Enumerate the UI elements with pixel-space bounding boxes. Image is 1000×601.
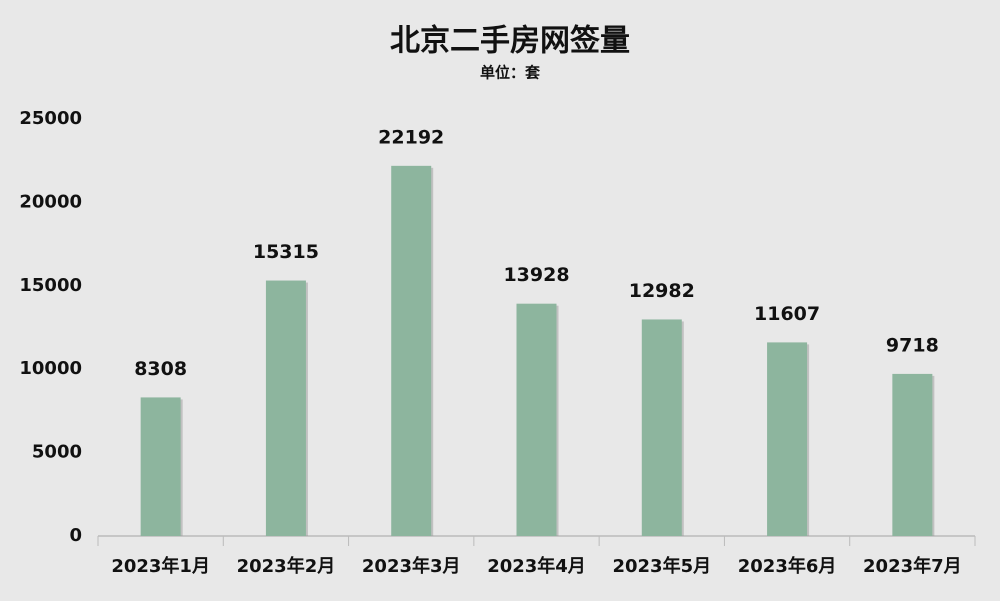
chart-subtitle: 单位：套	[480, 64, 541, 82]
bar	[892, 373, 933, 536]
y-tick-label: 0	[69, 525, 82, 546]
value-label: 9718	[886, 334, 939, 356]
bar	[767, 342, 808, 536]
bar	[265, 280, 306, 536]
x-tick-label: 2023年3月	[362, 555, 461, 577]
bar	[140, 397, 181, 536]
x-tick-label: 2023年4月	[487, 555, 586, 577]
bar	[641, 319, 682, 536]
x-tick-label: 2023年1月	[111, 555, 210, 577]
value-label: 15315	[253, 241, 319, 263]
x-tick-label: 2023年7月	[863, 555, 962, 577]
value-label: 8308	[134, 358, 187, 380]
x-tick-label: 2023年6月	[738, 555, 837, 577]
chart-title: 北京二手房网签量	[390, 24, 630, 59]
value-label: 13928	[503, 264, 569, 286]
x-tick-label: 2023年5月	[612, 555, 711, 577]
bar	[516, 303, 557, 536]
value-label: 22192	[378, 126, 444, 148]
y-tick-label: 5000	[32, 442, 82, 463]
y-tick-label: 20000	[19, 191, 82, 212]
bar	[391, 165, 432, 536]
y-tick-label: 15000	[19, 275, 82, 296]
value-label: 12982	[629, 280, 695, 302]
y-tick-label: 25000	[19, 108, 82, 129]
x-tick-label: 2023年2月	[237, 555, 336, 577]
value-label: 11607	[754, 303, 820, 325]
y-tick-label: 10000	[19, 358, 82, 379]
